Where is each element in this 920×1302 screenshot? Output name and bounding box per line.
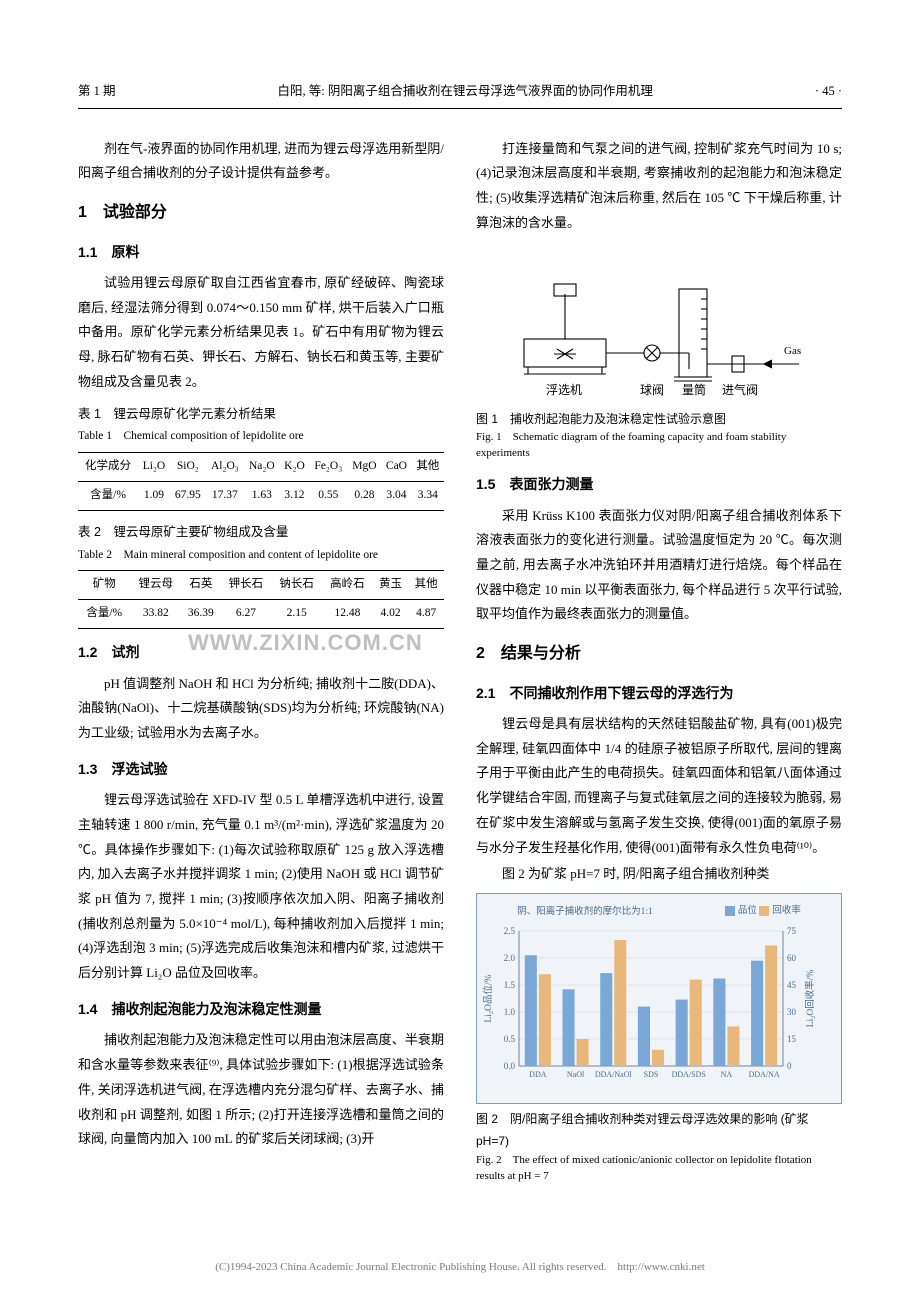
section-2-heading: 2 结果与分析 xyxy=(476,639,842,669)
p-1-2: pH 值调整剂 NaOH 和 HCl 为分析纯; 捕收剂十二胺(DDA)、油酸钠… xyxy=(78,672,444,746)
svg-text:NA: NA xyxy=(721,1070,733,1079)
subsection-1-2: 1.2 试剂 xyxy=(78,639,444,666)
p-right-top: 打连接量筒和气泵之间的进气阀, 控制矿浆充气时间为 10 s; (4)记录泡沫层… xyxy=(476,137,842,236)
subsection-1-5: 1.5 表面张力测量 xyxy=(476,471,842,498)
figure-2-caption-en: Fig. 2 The effect of mixed cationic/anio… xyxy=(476,1153,842,1184)
subsection-2-1: 2.1 不同捕收剂作用下锂云母的浮选行为 xyxy=(476,680,842,707)
svg-text:Li₂O品位/%: Li₂O品位/% xyxy=(482,974,494,1022)
svg-text:1.0: 1.0 xyxy=(504,1007,516,1017)
legend-title: 阴、阳离子捕收剂的摩尔比为1:1 xyxy=(517,903,653,921)
figure-2-chart: 阴、阳离子捕收剂的摩尔比为1:1 品位 回收率 0.0 0.5 1.0 1.5 2.0 2… xyxy=(476,893,842,1104)
subsection-1-4: 1.4 捕收剂起泡能力及泡沫稳定性测量 xyxy=(78,996,444,1023)
svg-text:DDA/NaOl: DDA/NaOl xyxy=(595,1070,633,1079)
valve-label: 球阀 xyxy=(640,383,664,397)
p-2-1b: 图 2 为矿浆 pH=7 时, 阴/阳离子组合捕收剂种类 xyxy=(476,862,842,887)
p-1-4: 捕收剂起泡能力及泡沫稳定性可以用由泡沫层高度、半衰期和含水量等参数来表征⁽⁹⁾,… xyxy=(78,1028,444,1151)
svg-text:1.5: 1.5 xyxy=(504,980,516,990)
svg-text:0.0: 0.0 xyxy=(504,1061,516,1071)
right-column: 打连接量筒和气泵之间的进气阀, 控制矿浆充气时间为 10 s; (4)记录泡沫层… xyxy=(476,137,842,1192)
chart-legend: 阴、阳离子捕收剂的摩尔比为1:1 品位 回收率 xyxy=(481,902,837,923)
gas-label: Gas xyxy=(784,345,801,357)
machine-label: 浮选机 xyxy=(546,383,582,397)
figure-1-diagram: Gas 浮选机 球阀 量筒 进气阀 xyxy=(504,254,814,404)
p-1-3: 锂云母浮选试验在 XFD-IV 型 0.5 L 单槽浮选机中进行, 设置主轴转速… xyxy=(78,788,444,986)
intake-label: 进气阀 xyxy=(722,382,758,397)
left-column: 剂在气-液界面的协同作用机理, 进而为锂云母浮选用新型阴/阳离子组合捕收剂的分子… xyxy=(78,137,444,1192)
running-title: 白阳, 等: 阴阳离子组合捕收剂在锂云母浮选气液界面的协同作用机理 xyxy=(116,80,815,104)
subsection-1-3: 1.3 浮选试验 xyxy=(78,756,444,783)
page-number: · 45 · xyxy=(815,80,842,104)
svg-text:DDA/SDS: DDA/SDS xyxy=(672,1070,706,1079)
p-1-5: 采用 Krüss K100 表面张力仪对阴/阳离子组合捕收剂体系下溶液表面张力的… xyxy=(476,504,842,627)
figure-1-caption-en: Fig. 1 Schematic diagram of the foaming … xyxy=(476,430,842,461)
svg-text:30: 30 xyxy=(787,1007,797,1017)
svg-text:75: 75 xyxy=(787,926,797,936)
figure-2-caption-cn: 图 2 阴/阳离子组合捕收剂种类对锂云母浮选效果的影响 (矿浆 pH=7) xyxy=(476,1108,842,1154)
svg-text:15: 15 xyxy=(787,1034,797,1044)
svg-text:SDS: SDS xyxy=(644,1070,659,1079)
svg-text:DDA/NA: DDA/NA xyxy=(749,1070,780,1079)
subsection-1-1: 1.1 原料 xyxy=(78,239,444,266)
p-1-1: 试验用锂云母原矿取自江西省宜春市, 原矿经破碎、陶瓷球磨后, 经湿法筛分得到 0… xyxy=(78,271,444,394)
issue-number: 第 1 期 xyxy=(78,80,116,104)
table-1-title-cn: 表 1 锂云母原矿化学元素分析结果 xyxy=(78,403,444,427)
p-2-1a: 锂云母是具有层状结构的天然硅铝酸盐矿物, 具有(001)极完全解理, 硅氧四面体… xyxy=(476,712,842,860)
cylinder-label: 量筒 xyxy=(682,382,706,397)
svg-text:NaOl: NaOl xyxy=(567,1070,585,1079)
page-footer: (C)1994-2023 China Academic Journal Elec… xyxy=(0,1257,920,1278)
section-1-heading: 1 试验部分 xyxy=(78,198,444,228)
svg-text:60: 60 xyxy=(787,953,797,963)
legend-grade: 品位 xyxy=(725,902,757,920)
svg-text:2.0: 2.0 xyxy=(504,953,516,963)
table-2-title-cn: 表 2 锂云母原矿主要矿物组成及含量 xyxy=(78,521,444,545)
svg-text:Li₂O回收率/%: Li₂O回收率/% xyxy=(804,970,816,1028)
intro-paragraph: 剂在气-液界面的协同作用机理, 进而为锂云母浮选用新型阴/阳离子组合捕收剂的分子… xyxy=(78,137,444,186)
svg-text:45: 45 xyxy=(787,980,797,990)
svg-text:0: 0 xyxy=(787,1061,792,1071)
svg-text:0.5: 0.5 xyxy=(504,1034,516,1044)
table-2-title-en: Table 2 Main mineral composition and con… xyxy=(78,545,444,567)
two-column-layout: 剂在气-液界面的协同作用机理, 进而为锂云母浮选用新型阴/阳离子组合捕收剂的分子… xyxy=(78,137,842,1192)
table-2: 矿物锂云母石英钾长石钠长石高岭石黄玉其他 含量/%33.8236.396.272… xyxy=(78,570,444,629)
svg-text:DDA: DDA xyxy=(529,1070,547,1079)
svg-text:2.5: 2.5 xyxy=(504,926,516,936)
table-1-title-en: Table 1 Chemical composition of lepidoli… xyxy=(78,426,444,448)
figure-1-caption-cn: 图 1 捕收剂起泡能力及泡沫稳定性试验示意图 xyxy=(476,408,842,431)
page-header: 第 1 期 白阳, 等: 阴阳离子组合捕收剂在锂云母浮选气液界面的协同作用机理 … xyxy=(78,80,842,109)
table-1: 化学成分Li₂OSiO₂Al₂O₃Na₂OK₂OFe₂O₃MgOCaO其他 含量… xyxy=(78,452,444,511)
legend-recovery: 回收率 xyxy=(759,902,801,920)
bar-chart-svg: 0.0 0.5 1.0 1.5 2.0 2.5 0 15 30 45 60 75 DDA NaOl DDA/… xyxy=(481,925,821,1090)
